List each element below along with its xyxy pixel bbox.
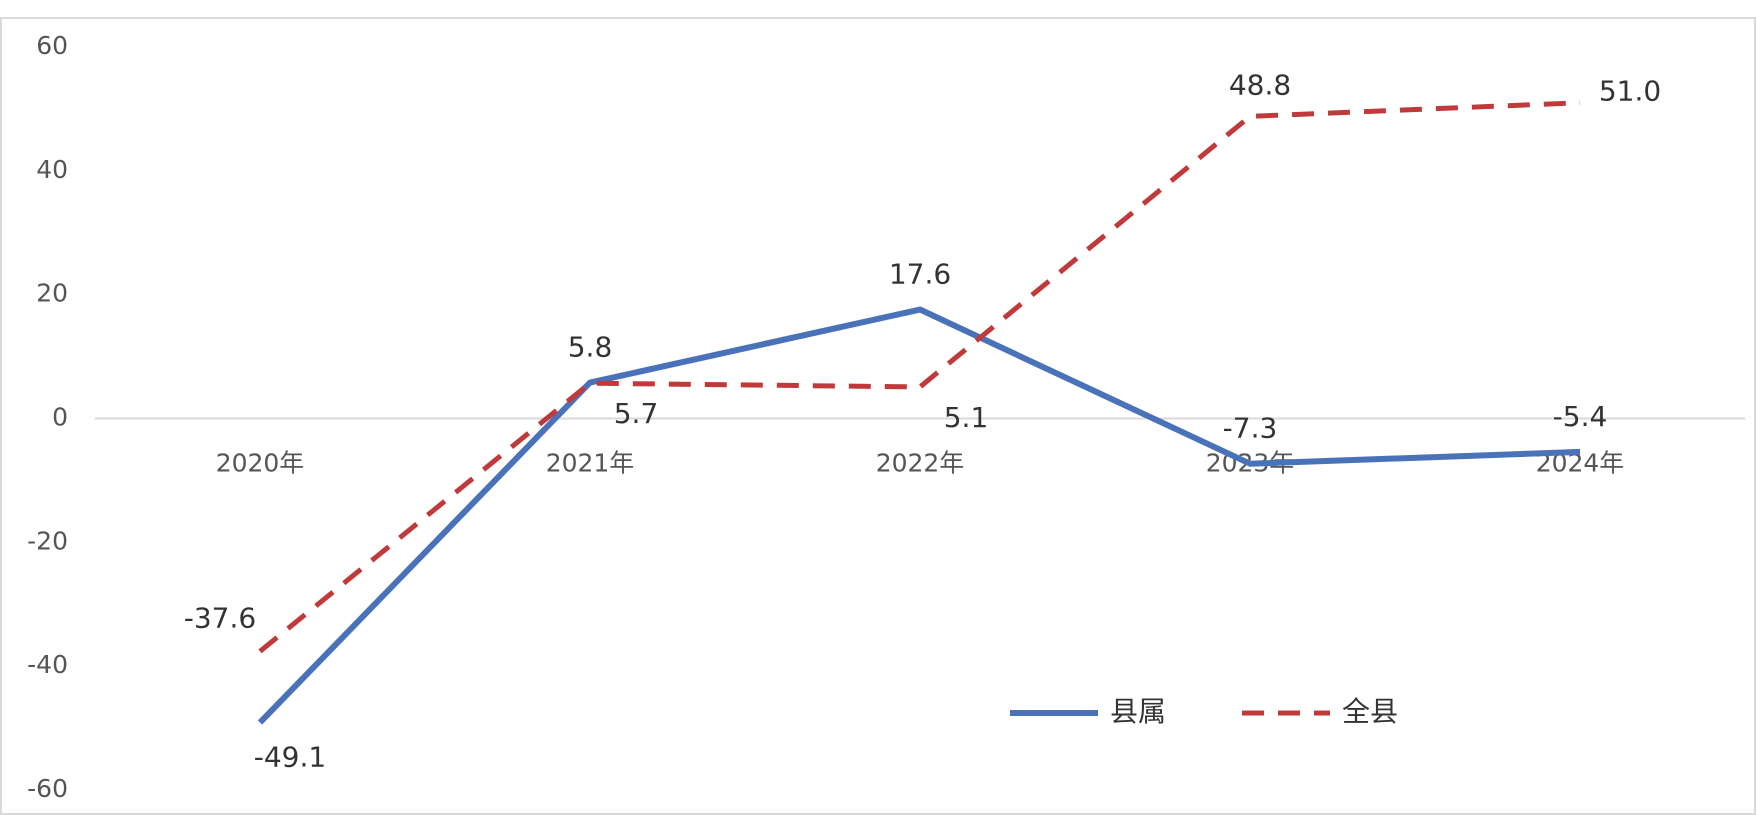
legend-label: 县属 <box>1110 695 1166 728</box>
data-label: 17.6 <box>889 258 951 291</box>
y-tick-label: -60 <box>27 774 68 803</box>
x-tick-label: 2022年 <box>876 449 965 478</box>
y-tick-label: -40 <box>27 650 68 679</box>
data-label: -7.3 <box>1223 412 1278 445</box>
data-label: 5.8 <box>568 331 613 364</box>
y-tick-label: -20 <box>27 526 68 555</box>
data-label: -37.6 <box>184 601 256 634</box>
data-label: -49.1 <box>254 741 326 774</box>
data-label: 5.7 <box>614 397 659 430</box>
y-tick-label: 40 <box>36 155 68 184</box>
y-tick-label: 20 <box>36 279 68 308</box>
y-tick-label: 0 <box>52 403 68 432</box>
line-series <box>257 306 1581 725</box>
legend-label: 全县 <box>1342 695 1398 728</box>
y-tick-label: 60 <box>36 31 68 60</box>
x-tick-label: 2020年 <box>216 449 305 478</box>
chart-frame <box>0 17 1756 815</box>
data-label: -5.4 <box>1553 400 1608 433</box>
x-tick-label: 2021年 <box>546 449 635 478</box>
data-label: 5.1 <box>944 401 989 434</box>
data-label: 48.8 <box>1229 68 1291 101</box>
data-label: 51.0 <box>1599 75 1661 108</box>
